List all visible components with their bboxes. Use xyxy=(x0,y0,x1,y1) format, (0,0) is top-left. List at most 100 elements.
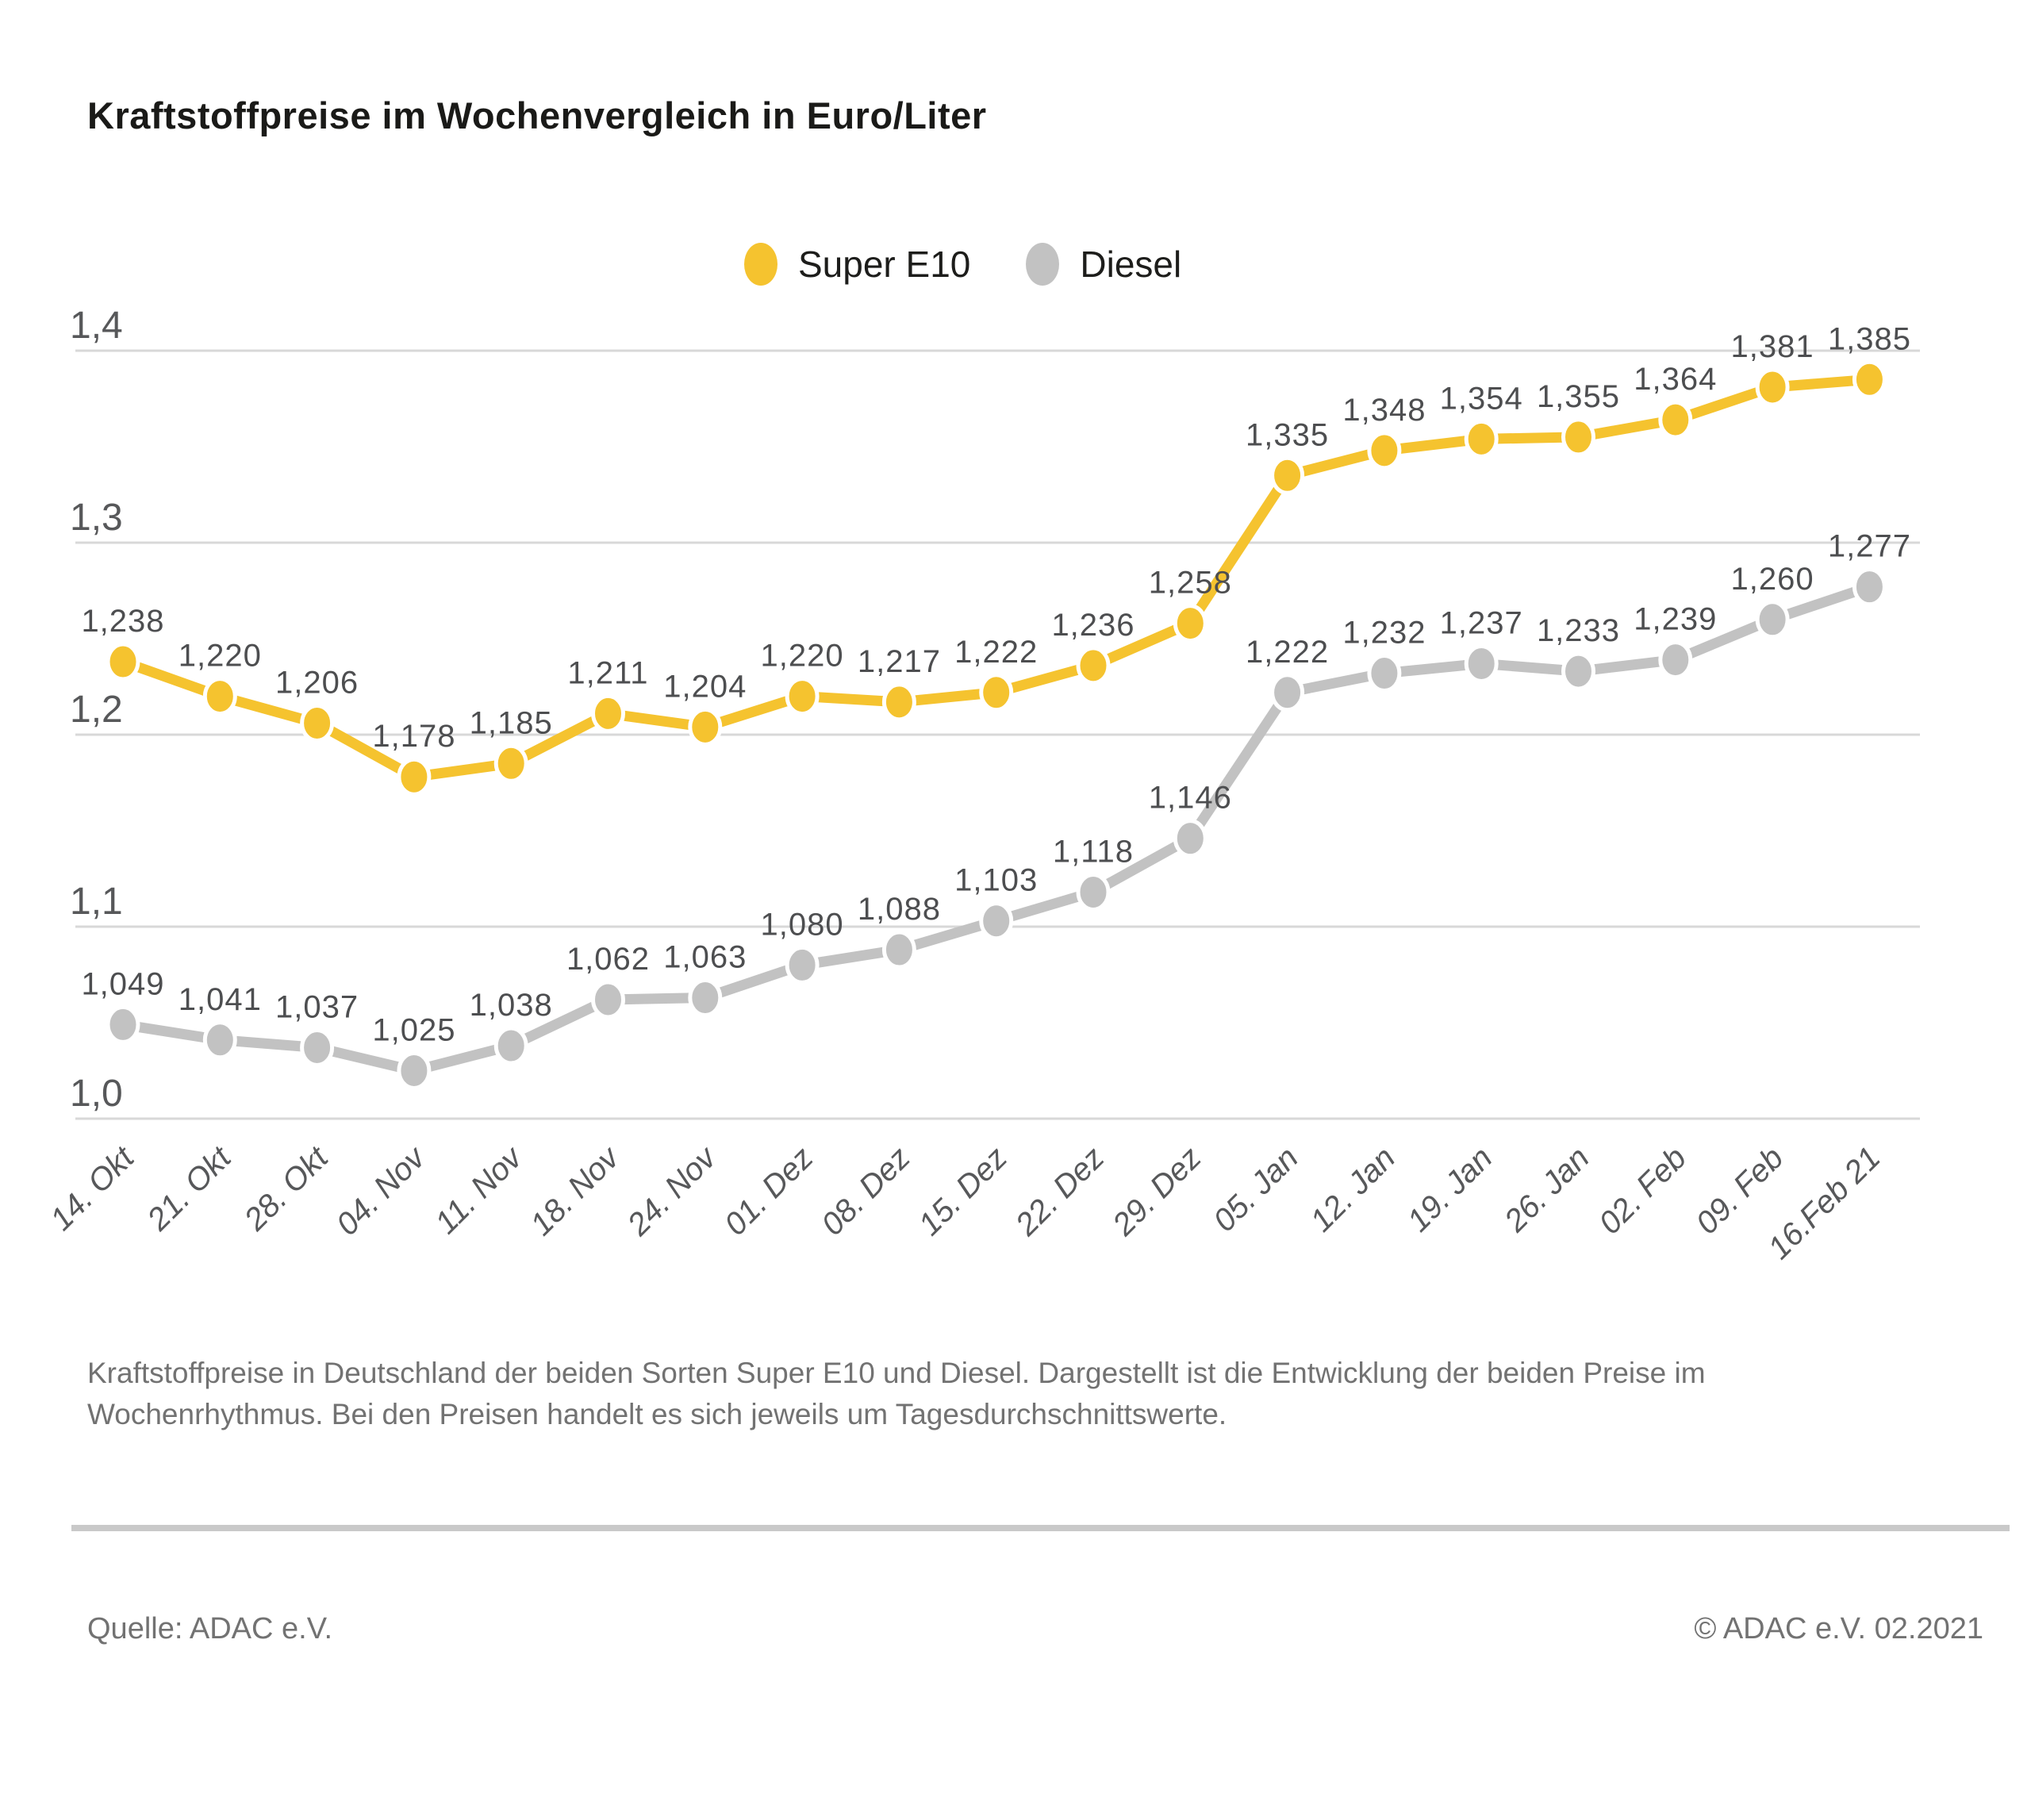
data-point-diesel-18 xyxy=(1852,567,1887,607)
data-point-super-e10-13 xyxy=(1367,431,1402,470)
data-point-super-e10-16 xyxy=(1658,400,1693,440)
x-axis-tick-label: 22. Dez xyxy=(1008,1140,1111,1242)
data-label-diesel-15: 1,233 xyxy=(1537,613,1620,648)
data-point-super-e10-10 xyxy=(1076,646,1111,685)
data-label-super-e10-0: 1,238 xyxy=(81,604,164,639)
data-point-diesel-0 xyxy=(106,1004,140,1044)
data-point-super-e10-7 xyxy=(785,677,820,716)
data-point-super-e10-9 xyxy=(979,673,1014,712)
data-label-diesel-11: 1,146 xyxy=(1149,781,1232,816)
x-axis-tick-label: 14. Okt xyxy=(44,1139,142,1238)
x-axis-tick-label: 24. Nov xyxy=(620,1139,724,1243)
data-point-diesel-15 xyxy=(1561,651,1595,691)
data-label-diesel-10: 1,118 xyxy=(1053,834,1134,869)
data-label-diesel-12: 1,222 xyxy=(1246,635,1329,670)
data-label-super-e10-9: 1,222 xyxy=(954,635,1038,670)
chart-caption: Kraftstoffpreise in Deutschland der beid… xyxy=(87,1353,1960,1435)
data-point-diesel-13 xyxy=(1367,654,1402,693)
data-point-diesel-14 xyxy=(1464,643,1499,683)
data-label-super-e10-17: 1,381 xyxy=(1731,329,1814,364)
data-point-super-e10-14 xyxy=(1464,419,1499,459)
data-label-super-e10-3: 1,178 xyxy=(372,719,455,754)
data-label-super-e10-2: 1,206 xyxy=(275,665,359,700)
data-label-diesel-9: 1,103 xyxy=(954,863,1038,898)
data-point-diesel-11 xyxy=(1173,819,1207,858)
y-axis-tick-label: 1,1 xyxy=(70,881,123,923)
data-point-diesel-3 xyxy=(397,1051,432,1090)
x-axis-tick-label: 01. Dez xyxy=(718,1140,820,1242)
data-point-diesel-6 xyxy=(688,978,723,1018)
data-point-super-e10-15 xyxy=(1561,417,1595,457)
source-credit: Quelle: ADAC e.V. xyxy=(87,1612,333,1645)
x-axis-tick-label: 12. Jan xyxy=(1303,1140,1402,1238)
data-point-super-e10-18 xyxy=(1852,359,1887,399)
data-point-super-e10-11 xyxy=(1173,604,1207,643)
x-axis-tick-label: 18. Nov xyxy=(524,1139,627,1242)
data-label-super-e10-7: 1,220 xyxy=(761,639,844,674)
data-label-diesel-2: 1,037 xyxy=(275,989,359,1024)
chart-caption-line-1: Kraftstoffpreise in Deutschland der beid… xyxy=(87,1357,1706,1389)
x-axis-tick-label: 21. Okt xyxy=(140,1139,239,1238)
data-point-diesel-17 xyxy=(1755,600,1790,639)
x-axis-tick-label: 05. Jan xyxy=(1207,1140,1305,1238)
data-label-diesel-16: 1,239 xyxy=(1634,602,1717,637)
data-label-super-e10-15: 1,355 xyxy=(1537,379,1620,414)
x-axis-tick-label: 02. Feb xyxy=(1592,1140,1693,1241)
footer-divider xyxy=(71,1525,2010,1531)
data-point-diesel-16 xyxy=(1658,640,1693,680)
data-point-diesel-7 xyxy=(785,945,820,985)
x-axis-tick-label: 04. Nov xyxy=(330,1139,433,1242)
data-label-diesel-4: 1,038 xyxy=(470,988,553,1023)
data-label-diesel-5: 1,062 xyxy=(566,942,650,977)
data-point-diesel-10 xyxy=(1076,872,1111,912)
data-point-super-e10-2 xyxy=(300,703,335,743)
x-axis-tick-label: 15. Dez xyxy=(912,1140,1014,1242)
page-title: Kraftstoffpreise im Wochenvergleich in E… xyxy=(87,94,987,136)
data-label-super-e10-10: 1,236 xyxy=(1051,608,1135,643)
x-axis-tick-label: 28. Okt xyxy=(237,1139,336,1238)
data-label-super-e10-5: 1,211 xyxy=(567,655,648,690)
data-label-super-e10-14: 1,354 xyxy=(1440,381,1523,416)
data-point-super-e10-12 xyxy=(1270,455,1305,495)
x-axis-tick-label: 08. Dez xyxy=(815,1140,917,1242)
data-point-diesel-8 xyxy=(881,930,916,970)
y-axis-tick-label: 1,4 xyxy=(70,305,123,347)
data-label-super-e10-1: 1,220 xyxy=(179,639,262,674)
data-point-super-e10-5 xyxy=(591,693,625,733)
y-axis-tick-label: 1,3 xyxy=(70,497,123,539)
data-label-super-e10-13: 1,348 xyxy=(1342,393,1426,428)
data-point-super-e10-3 xyxy=(397,757,432,797)
legend-label-super-e10: Super E10 xyxy=(798,244,971,285)
data-point-super-e10-0 xyxy=(106,642,140,682)
data-point-diesel-4 xyxy=(493,1026,528,1066)
data-label-diesel-6: 1,063 xyxy=(663,940,747,975)
data-point-super-e10-17 xyxy=(1755,367,1790,407)
data-label-super-e10-12: 1,335 xyxy=(1246,417,1329,452)
legend-dot-diesel xyxy=(1026,243,1060,286)
chart-caption-line-2: Wochenrhythmus. Bei den Preisen handelt … xyxy=(87,1398,1227,1430)
data-point-diesel-2 xyxy=(300,1027,335,1067)
data-label-super-e10-8: 1,217 xyxy=(858,644,941,679)
data-label-super-e10-4: 1,185 xyxy=(470,705,553,740)
data-label-diesel-17: 1,260 xyxy=(1731,562,1814,597)
data-label-diesel-18: 1,277 xyxy=(1828,529,1911,564)
y-axis-tick-label: 1,0 xyxy=(70,1073,123,1115)
x-axis-tick-label: 11. Nov xyxy=(428,1139,530,1241)
series-line-super-e10 xyxy=(117,374,1875,782)
chart-legend: Super E10 Diesel xyxy=(744,243,1181,286)
y-axis-tick-label: 1,2 xyxy=(70,689,123,731)
data-point-super-e10-6 xyxy=(688,707,723,747)
data-label-diesel-14: 1,237 xyxy=(1440,605,1523,640)
data-label-super-e10-16: 1,364 xyxy=(1634,362,1717,397)
data-point-diesel-5 xyxy=(591,980,625,1019)
legend-label-diesel: Diesel xyxy=(1080,244,1182,285)
copyright-notice: © ADAC e.V. 02.2021 xyxy=(1694,1612,1983,1645)
data-point-diesel-1 xyxy=(202,1020,237,1060)
data-point-diesel-12 xyxy=(1270,673,1305,712)
data-label-diesel-7: 1,080 xyxy=(761,907,844,942)
data-label-diesel-8: 1,088 xyxy=(858,892,941,927)
data-point-super-e10-1 xyxy=(202,677,237,716)
data-point-diesel-9 xyxy=(979,901,1014,941)
data-label-diesel-1: 1,041 xyxy=(179,982,262,1017)
